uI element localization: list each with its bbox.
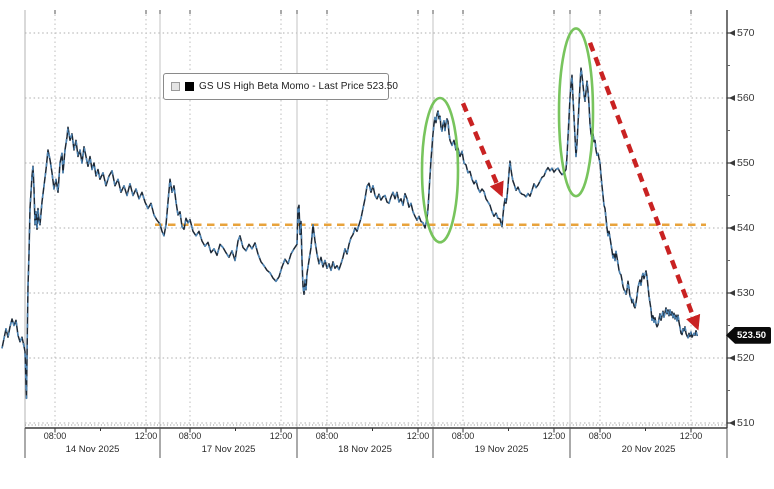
legend-expander-icon xyxy=(171,82,180,91)
axis-pointer-icon xyxy=(729,30,735,36)
time-label: 08:00 xyxy=(588,431,612,441)
legend-series-swatch-icon xyxy=(185,82,194,91)
y-axis-tick-value: 570 xyxy=(737,27,755,39)
y-axis-tick-value: 520 xyxy=(737,352,755,364)
y-axis-label: 520 xyxy=(729,352,755,365)
y-axis-label: 560 xyxy=(729,92,755,105)
y-axis-label: 530 xyxy=(729,287,755,300)
date-label: 20 Nov 2025 xyxy=(621,444,676,455)
y-axis-label: 570 xyxy=(729,27,755,40)
date-label: 14 Nov 2025 xyxy=(65,444,120,455)
time-label: 12:00 xyxy=(679,431,703,441)
y-axis-tick-value: 550 xyxy=(737,157,755,169)
date-label: 19 Nov 2025 xyxy=(474,444,529,455)
trend-arrow xyxy=(587,41,701,331)
axis-pointer-icon xyxy=(729,95,735,101)
y-axis-tick-value: 510 xyxy=(737,417,755,429)
price-line-blue xyxy=(1,67,698,400)
time-label: 08:00 xyxy=(315,431,339,441)
last-price-badge: 523.50 xyxy=(726,326,772,344)
y-axis-label: 510 xyxy=(729,417,755,430)
highlight-ellipse xyxy=(420,96,460,244)
time-label: 08:00 xyxy=(178,431,202,441)
y-axis-tick-value: 560 xyxy=(737,92,755,104)
axis-pointer-icon xyxy=(729,225,735,231)
axis-pointer-icon xyxy=(729,160,735,166)
time-label: 08:00 xyxy=(451,431,475,441)
time-label: 12:00 xyxy=(406,431,430,441)
axis-pointer-icon xyxy=(729,420,735,426)
axis-pointer-icon xyxy=(729,290,735,296)
legend-label: GS US High Beta Momo - Last Price 523.50 xyxy=(199,81,399,92)
chart-legend: GS US High Beta Momo - Last Price 523.50 xyxy=(163,73,398,100)
highlight-ellipse xyxy=(557,27,595,198)
date-label: 17 Nov 2025 xyxy=(201,444,256,455)
y-axis-tick-value: 530 xyxy=(737,287,755,299)
axis-pointer-icon xyxy=(729,355,735,361)
y-axis-tick-value: 540 xyxy=(737,222,755,234)
time-label: 08:00 xyxy=(43,431,67,441)
time-label: 12:00 xyxy=(269,431,293,441)
y-axis-label: 540 xyxy=(729,222,755,235)
last-price-value: 523.50 xyxy=(737,329,767,341)
y-axis-label: 550 xyxy=(729,157,755,170)
time-label: 12:00 xyxy=(134,431,158,441)
date-label: 18 Nov 2025 xyxy=(338,444,392,455)
time-label: 12:00 xyxy=(542,431,566,441)
trend-arrow xyxy=(460,102,504,198)
